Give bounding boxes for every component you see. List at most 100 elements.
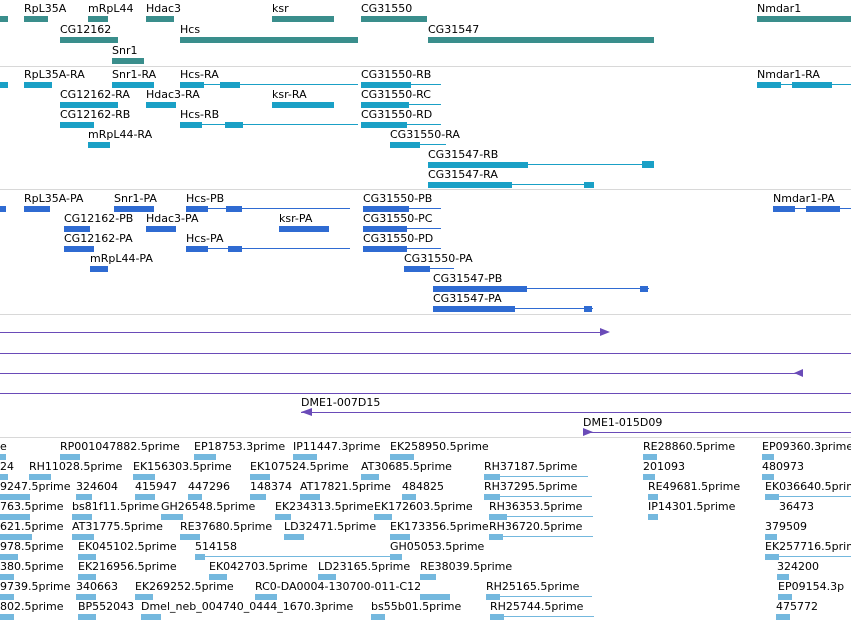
est-label[interactable]: 201093 bbox=[643, 460, 685, 473]
gene-label[interactable]: ksr bbox=[272, 2, 289, 15]
transcript-label[interactable]: mRpL44-RA bbox=[88, 128, 153, 141]
transcript-feature[interactable] bbox=[792, 82, 832, 88]
est-feature[interactable] bbox=[0, 534, 32, 540]
est-feature[interactable] bbox=[135, 594, 153, 600]
gene-feature[interactable] bbox=[24, 16, 48, 22]
gene-feature[interactable] bbox=[757, 16, 851, 22]
gene-label[interactable]: Hcs bbox=[180, 23, 201, 36]
transcript-feature[interactable] bbox=[642, 161, 654, 168]
protein-feature[interactable] bbox=[114, 206, 154, 212]
est-label[interactable]: IP14301.5prime bbox=[648, 500, 736, 513]
est-feature[interactable] bbox=[284, 534, 304, 540]
est-label[interactable]: 324604 bbox=[76, 480, 118, 493]
est-feature[interactable] bbox=[275, 514, 291, 520]
est-feature[interactable] bbox=[300, 494, 320, 500]
est-feature[interactable] bbox=[29, 474, 51, 480]
est-feature[interactable] bbox=[0, 514, 30, 520]
est-feature[interactable] bbox=[420, 594, 450, 600]
transcript-feature[interactable] bbox=[390, 142, 420, 148]
clone-feature[interactable] bbox=[0, 393, 851, 394]
transcript-label[interactable]: Nmdar1-RA bbox=[757, 68, 820, 81]
est-feature[interactable] bbox=[390, 454, 414, 460]
protein-label[interactable]: Hdac3-PA bbox=[146, 212, 199, 225]
protein-label[interactable]: Nmdar1-PA bbox=[773, 192, 835, 205]
est-feature[interactable] bbox=[188, 494, 202, 500]
est-feature[interactable] bbox=[78, 574, 96, 580]
est-label[interactable]: 475772 bbox=[776, 600, 818, 613]
protein-feature[interactable] bbox=[806, 206, 840, 212]
est-label[interactable]: bs81f11.5prime bbox=[72, 500, 160, 513]
gene-label[interactable]: Snr1 bbox=[112, 44, 138, 57]
est-feature[interactable] bbox=[765, 554, 779, 560]
est-feature[interactable] bbox=[390, 534, 410, 540]
transcript-feature[interactable] bbox=[24, 82, 52, 88]
protein-feature[interactable] bbox=[433, 306, 515, 312]
transcript-feature[interactable] bbox=[112, 82, 154, 88]
est-feature[interactable] bbox=[643, 474, 655, 480]
transcript-feature[interactable] bbox=[225, 122, 243, 128]
transcript-feature[interactable] bbox=[428, 182, 512, 188]
protein-feature[interactable] bbox=[228, 246, 242, 252]
est-feature[interactable] bbox=[161, 514, 183, 520]
est-label[interactable]: 24 bbox=[0, 460, 14, 473]
est-label[interactable]: RH37187.5prime bbox=[484, 460, 578, 473]
est-label[interactable]: 514158 bbox=[195, 540, 237, 553]
transcript-feature[interactable] bbox=[584, 182, 594, 188]
est-label[interactable]: 621.5prime bbox=[0, 520, 64, 533]
gene-feature[interactable] bbox=[112, 58, 144, 64]
est-feature[interactable] bbox=[762, 454, 774, 460]
protein-label[interactable]: Snr1-PA bbox=[114, 192, 157, 205]
est-label[interactable]: EK269252.5prime bbox=[135, 580, 234, 593]
transcript-label[interactable]: Snr1-RA bbox=[112, 68, 157, 81]
transcript-label[interactable]: CG31550-RB bbox=[361, 68, 432, 81]
est-feature[interactable] bbox=[135, 494, 155, 500]
est-feature[interactable] bbox=[195, 554, 205, 560]
est-label[interactable]: 36473 bbox=[779, 500, 814, 513]
gene-feature[interactable] bbox=[361, 16, 427, 22]
protein-feature[interactable] bbox=[24, 206, 50, 212]
est-label[interactable]: RH25744.5prime bbox=[490, 600, 584, 613]
transcript-feature[interactable] bbox=[757, 82, 781, 88]
gene-feature[interactable] bbox=[146, 16, 174, 22]
est-label[interactable]: 415947 bbox=[135, 480, 177, 493]
gene-feature[interactable] bbox=[180, 37, 358, 43]
est-label[interactable]: RP001047882.5prime bbox=[60, 440, 180, 453]
transcript-feature[interactable] bbox=[220, 82, 240, 88]
protein-label[interactable]: CG31550-PB bbox=[363, 192, 433, 205]
gene-feature[interactable] bbox=[88, 16, 108, 22]
est-feature[interactable] bbox=[209, 574, 227, 580]
protein-feature[interactable] bbox=[363, 226, 407, 232]
est-label[interactable]: EK042703.5prime bbox=[209, 560, 308, 573]
est-feature[interactable] bbox=[194, 454, 216, 460]
protein-feature[interactable] bbox=[404, 266, 430, 272]
est-label[interactable]: EK258950.5prime bbox=[390, 440, 489, 453]
est-label[interactable]: EK216956.5prime bbox=[78, 560, 177, 573]
protein-label[interactable]: CG31547-PA bbox=[433, 292, 502, 305]
protein-label[interactable]: CG12162-PA bbox=[64, 232, 133, 245]
est-label[interactable]: EK234313.5prime bbox=[275, 500, 374, 513]
est-feature[interactable] bbox=[250, 494, 266, 500]
est-label[interactable]: 379509 bbox=[765, 520, 807, 533]
protein-feature[interactable] bbox=[64, 246, 94, 252]
est-label[interactable]: EK107524.5prime bbox=[250, 460, 349, 473]
est-label[interactable]: BP552043 bbox=[78, 600, 135, 613]
est-feature[interactable] bbox=[180, 534, 200, 540]
est-label[interactable]: RH36720.5prime bbox=[489, 520, 583, 533]
est-feature[interactable] bbox=[765, 494, 779, 500]
transcript-label[interactable]: Hcs-RB bbox=[180, 108, 220, 121]
est-label[interactable]: 480973 bbox=[762, 460, 804, 473]
clone-feature[interactable] bbox=[0, 373, 796, 374]
transcript-feature[interactable] bbox=[361, 122, 407, 128]
est-feature[interactable] bbox=[76, 494, 92, 500]
protein-feature[interactable] bbox=[0, 206, 6, 212]
est-label[interactable]: EK156303.5prime bbox=[133, 460, 232, 473]
transcript-feature[interactable] bbox=[60, 122, 94, 128]
est-label[interactable]: AT30685.5prime bbox=[361, 460, 452, 473]
protein-feature[interactable] bbox=[773, 206, 795, 212]
est-feature[interactable] bbox=[0, 574, 14, 580]
transcript-label[interactable]: RpL35A-RA bbox=[24, 68, 85, 81]
est-label[interactable]: EP09154.3p bbox=[778, 580, 845, 593]
gene-label[interactable]: Nmdar1 bbox=[757, 2, 802, 15]
est-feature[interactable] bbox=[0, 494, 30, 500]
clone-feature[interactable] bbox=[301, 412, 851, 413]
